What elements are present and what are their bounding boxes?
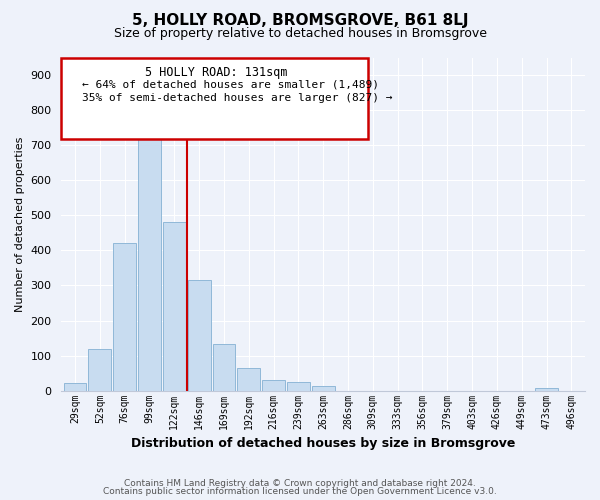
Text: Size of property relative to detached houses in Bromsgrove: Size of property relative to detached ho… <box>113 28 487 40</box>
Bar <box>238 368 260 390</box>
Bar <box>88 348 111 391</box>
Text: Contains HM Land Registry data © Crown copyright and database right 2024.: Contains HM Land Registry data © Crown c… <box>124 478 476 488</box>
Bar <box>287 382 310 390</box>
Bar <box>212 344 235 391</box>
Text: Contains public sector information licensed under the Open Government Licence v3: Contains public sector information licen… <box>103 487 497 496</box>
Bar <box>535 388 558 390</box>
Bar <box>64 383 86 390</box>
Text: ← 64% of detached houses are smaller (1,489): ← 64% of detached houses are smaller (1,… <box>82 79 379 89</box>
Bar <box>138 134 161 390</box>
Bar <box>163 222 186 390</box>
Text: 5 HOLLY ROAD: 131sqm: 5 HOLLY ROAD: 131sqm <box>145 66 287 79</box>
Bar <box>188 280 211 390</box>
Y-axis label: Number of detached properties: Number of detached properties <box>15 136 25 312</box>
Text: 35% of semi-detached houses are larger (827) →: 35% of semi-detached houses are larger (… <box>82 93 393 103</box>
Bar <box>262 380 285 390</box>
Bar <box>312 386 335 390</box>
FancyBboxPatch shape <box>61 58 368 139</box>
Text: 5, HOLLY ROAD, BROMSGROVE, B61 8LJ: 5, HOLLY ROAD, BROMSGROVE, B61 8LJ <box>132 12 468 28</box>
X-axis label: Distribution of detached houses by size in Bromsgrove: Distribution of detached houses by size … <box>131 437 515 450</box>
Bar <box>113 244 136 390</box>
